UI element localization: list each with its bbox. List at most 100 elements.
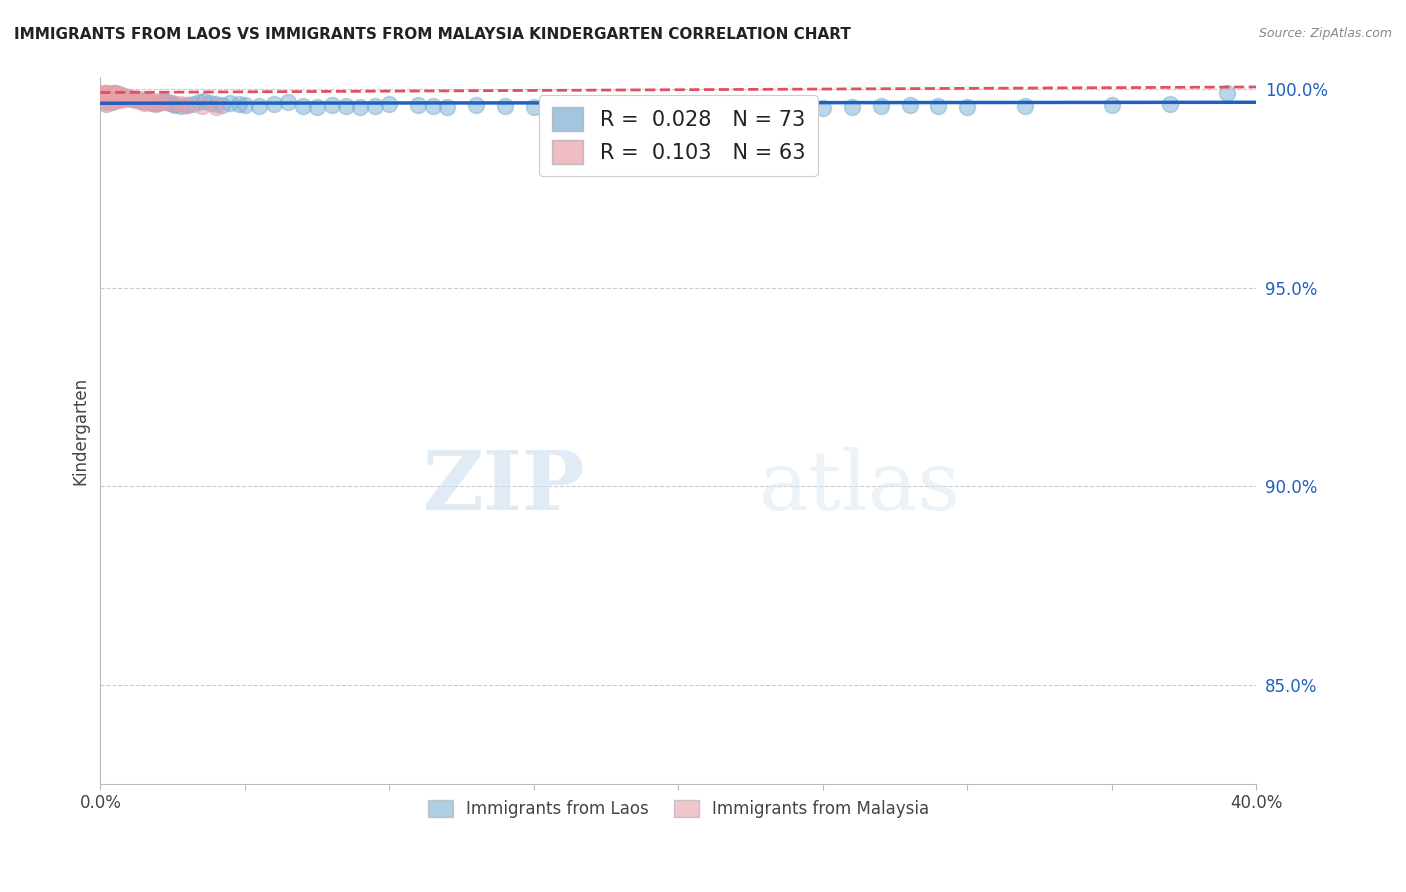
Point xyxy=(129,95,152,109)
Point xyxy=(927,99,949,113)
Point xyxy=(104,95,127,109)
Point xyxy=(124,92,146,106)
Point xyxy=(107,87,129,101)
Point xyxy=(91,88,114,103)
Point xyxy=(94,91,117,105)
Point xyxy=(378,97,401,112)
Point xyxy=(138,94,160,108)
Point xyxy=(107,91,129,105)
Text: IMMIGRANTS FROM LAOS VS IMMIGRANTS FROM MALAYSIA KINDERGARTEN CORRELATION CHART: IMMIGRANTS FROM LAOS VS IMMIGRANTS FROM … xyxy=(14,27,851,42)
Point xyxy=(124,94,146,108)
Point xyxy=(112,91,135,105)
Point xyxy=(135,95,157,109)
Point xyxy=(94,95,117,109)
Text: Source: ZipAtlas.com: Source: ZipAtlas.com xyxy=(1258,27,1392,40)
Point xyxy=(321,98,343,112)
Point xyxy=(754,99,776,113)
Y-axis label: Kindergarten: Kindergarten xyxy=(72,376,89,484)
Point xyxy=(98,87,121,101)
Point xyxy=(165,98,187,112)
Point xyxy=(494,99,516,113)
Point xyxy=(101,89,124,103)
Point xyxy=(101,95,124,109)
Point xyxy=(94,92,117,106)
Point xyxy=(436,100,458,114)
Point xyxy=(307,100,329,114)
Point xyxy=(422,99,444,113)
Point xyxy=(205,97,228,112)
Point xyxy=(121,92,143,106)
Point xyxy=(98,89,121,103)
Point xyxy=(91,86,114,100)
Point xyxy=(153,95,176,109)
Point xyxy=(247,99,270,113)
Point xyxy=(138,95,160,109)
Point xyxy=(94,87,117,101)
Point xyxy=(193,95,215,109)
Point xyxy=(291,99,314,113)
Point xyxy=(98,87,121,101)
Point xyxy=(118,90,141,104)
Point xyxy=(110,91,132,105)
Point xyxy=(98,90,121,104)
Point xyxy=(98,91,121,105)
Point xyxy=(841,100,863,114)
Point xyxy=(132,95,155,109)
Text: ZIP: ZIP xyxy=(423,447,586,527)
Point xyxy=(94,89,117,103)
Point xyxy=(176,98,198,112)
Point xyxy=(170,99,193,113)
Point xyxy=(143,97,166,112)
Point xyxy=(666,100,689,114)
Point xyxy=(104,86,127,100)
Point xyxy=(263,97,285,112)
Point xyxy=(124,91,146,105)
Point xyxy=(94,87,117,101)
Point xyxy=(101,88,124,103)
Point xyxy=(609,100,631,114)
Point xyxy=(335,99,357,113)
Point xyxy=(91,89,114,103)
Point xyxy=(94,97,117,112)
Point xyxy=(783,100,806,114)
Point xyxy=(118,92,141,106)
Point xyxy=(129,92,152,106)
Point xyxy=(146,96,169,111)
Point xyxy=(581,99,603,113)
Point xyxy=(956,100,979,114)
Point xyxy=(107,89,129,103)
Point xyxy=(141,95,163,109)
Point xyxy=(156,95,179,109)
Point xyxy=(98,95,121,109)
Point xyxy=(898,98,921,112)
Point xyxy=(104,87,127,101)
Point xyxy=(1159,97,1181,112)
Point xyxy=(98,94,121,108)
Point xyxy=(1101,98,1123,112)
Point xyxy=(91,88,114,103)
Point xyxy=(98,92,121,106)
Point xyxy=(101,95,124,109)
Point xyxy=(112,89,135,103)
Point xyxy=(127,94,149,108)
Point xyxy=(132,95,155,109)
Point xyxy=(277,95,299,109)
Point xyxy=(94,95,117,109)
Point xyxy=(94,88,117,103)
Point xyxy=(228,97,250,112)
Point xyxy=(110,88,132,103)
Point xyxy=(107,87,129,101)
Point xyxy=(181,97,204,112)
Point xyxy=(104,89,127,103)
Point xyxy=(110,88,132,103)
Point xyxy=(146,96,169,111)
Point xyxy=(211,98,233,112)
Point xyxy=(725,98,748,112)
Point xyxy=(146,95,169,109)
Point xyxy=(104,86,127,100)
Text: atlas: atlas xyxy=(759,447,962,527)
Point xyxy=(176,98,198,112)
Point xyxy=(91,94,114,108)
Point xyxy=(112,89,135,103)
Point xyxy=(101,92,124,106)
